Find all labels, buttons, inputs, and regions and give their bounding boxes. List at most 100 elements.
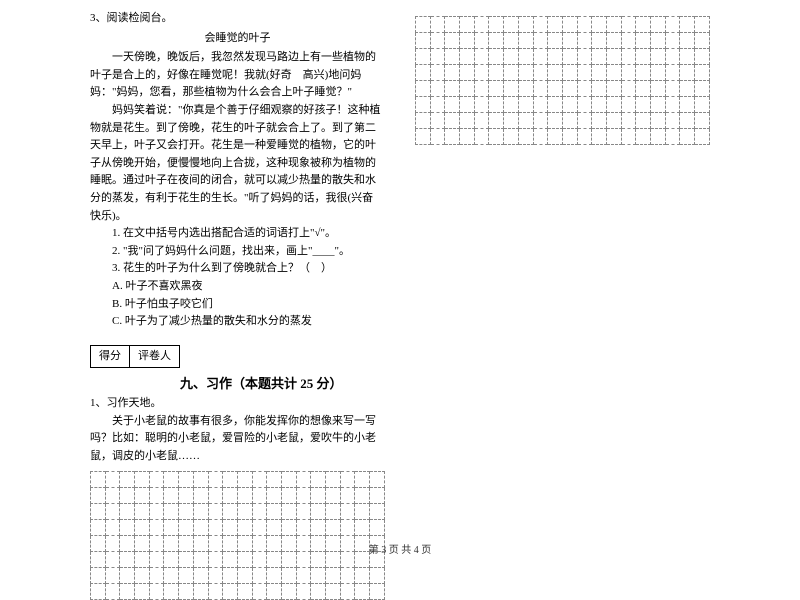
grid-cell [474, 97, 489, 113]
grid-cell [504, 81, 519, 97]
grid-cell [370, 472, 385, 488]
grid-cell [548, 97, 563, 113]
grid-cell [533, 129, 548, 145]
grid-cell [281, 584, 296, 600]
grid-cell [577, 17, 592, 33]
grid-cell [636, 113, 651, 129]
writing-num: 1、习作天地。 [90, 395, 385, 413]
grid-cell [474, 49, 489, 65]
grid-cell [208, 488, 223, 504]
grid-cell [606, 65, 621, 81]
grid-row [416, 113, 710, 129]
grid-cell [164, 472, 179, 488]
grid-cell [135, 520, 150, 536]
grid-cell [695, 97, 710, 113]
grid-cell [135, 568, 150, 584]
grid-cell [149, 504, 164, 520]
grid-cell [326, 488, 341, 504]
grid-cell [164, 568, 179, 584]
grid-cell [460, 65, 475, 81]
grid-cell [651, 113, 666, 129]
grid-cell [474, 33, 489, 49]
grid-cell [445, 33, 460, 49]
grid-cell [504, 129, 519, 145]
grid-cell [695, 33, 710, 49]
grid-cell [135, 584, 150, 600]
grid-row [416, 49, 710, 65]
grid-cell [416, 129, 431, 145]
grid-cell [430, 33, 445, 49]
grid-cell [518, 17, 533, 33]
grid-cell [533, 17, 548, 33]
grid-cell [223, 488, 238, 504]
grid-cell [91, 568, 106, 584]
grid-cell [651, 33, 666, 49]
grid-cell [606, 113, 621, 129]
grid-cell [460, 113, 475, 129]
grid-cell [636, 97, 651, 113]
grid-cell [267, 584, 282, 600]
grid-cell [562, 65, 577, 81]
grid-cell [430, 81, 445, 97]
grid-cell [91, 584, 106, 600]
grid-cell [149, 584, 164, 600]
grid-cell [296, 568, 311, 584]
grid-cell [105, 472, 120, 488]
grid-cell [252, 584, 267, 600]
grid-cell [120, 520, 135, 536]
grid-cell [208, 584, 223, 600]
grid-cell [548, 17, 563, 33]
grid-cell [518, 113, 533, 129]
grid-cell [489, 65, 504, 81]
grid-cell [267, 488, 282, 504]
grid-cell [370, 504, 385, 520]
grid-cell [91, 520, 106, 536]
writing-grid-left [90, 471, 385, 600]
grid-cell [416, 17, 431, 33]
grid-cell [416, 33, 431, 49]
grid-cell [695, 17, 710, 33]
grid-cell [267, 504, 282, 520]
grid-cell [577, 65, 592, 81]
grid-cell [430, 113, 445, 129]
grid-cell [355, 504, 370, 520]
grid-cell [460, 81, 475, 97]
grid-cell [296, 520, 311, 536]
grid-cell [474, 17, 489, 33]
grid-cell [680, 33, 695, 49]
grid-cell [179, 568, 194, 584]
grid-cell [504, 33, 519, 49]
grid-cell [355, 520, 370, 536]
reading-p1: 一天傍晚，晚饭后，我忽然发现马路边上有一些植物的叶子是合上的，好像在睡觉呢！我就… [90, 49, 385, 102]
reading-optB: B. 叶子怕虫子咬它们 [90, 296, 385, 314]
grid-row [416, 17, 710, 33]
grid-cell [223, 504, 238, 520]
grid-cell [665, 65, 680, 81]
grid-cell [592, 97, 607, 113]
grid-cell [296, 488, 311, 504]
grid-cell [105, 568, 120, 584]
grid-cell [651, 97, 666, 113]
grid-cell [504, 97, 519, 113]
grid-cell [120, 472, 135, 488]
grid-cell [91, 488, 106, 504]
grid-cell [621, 49, 636, 65]
grid-cell [489, 129, 504, 145]
grid-cell [533, 65, 548, 81]
grid-cell [149, 472, 164, 488]
grid-cell [489, 17, 504, 33]
grid-cell [592, 113, 607, 129]
grid-cell [577, 49, 592, 65]
grid-cell [340, 488, 355, 504]
grid-row [416, 129, 710, 145]
grid-cell [355, 488, 370, 504]
grid-cell [606, 33, 621, 49]
grid-cell [548, 113, 563, 129]
grid-cell [193, 472, 208, 488]
grid-cell [562, 49, 577, 65]
grid-cell [460, 33, 475, 49]
grid-cell [533, 33, 548, 49]
grid-cell [695, 129, 710, 145]
grid-row [91, 504, 385, 520]
score-cell-marker: 评卷人 [130, 346, 179, 368]
